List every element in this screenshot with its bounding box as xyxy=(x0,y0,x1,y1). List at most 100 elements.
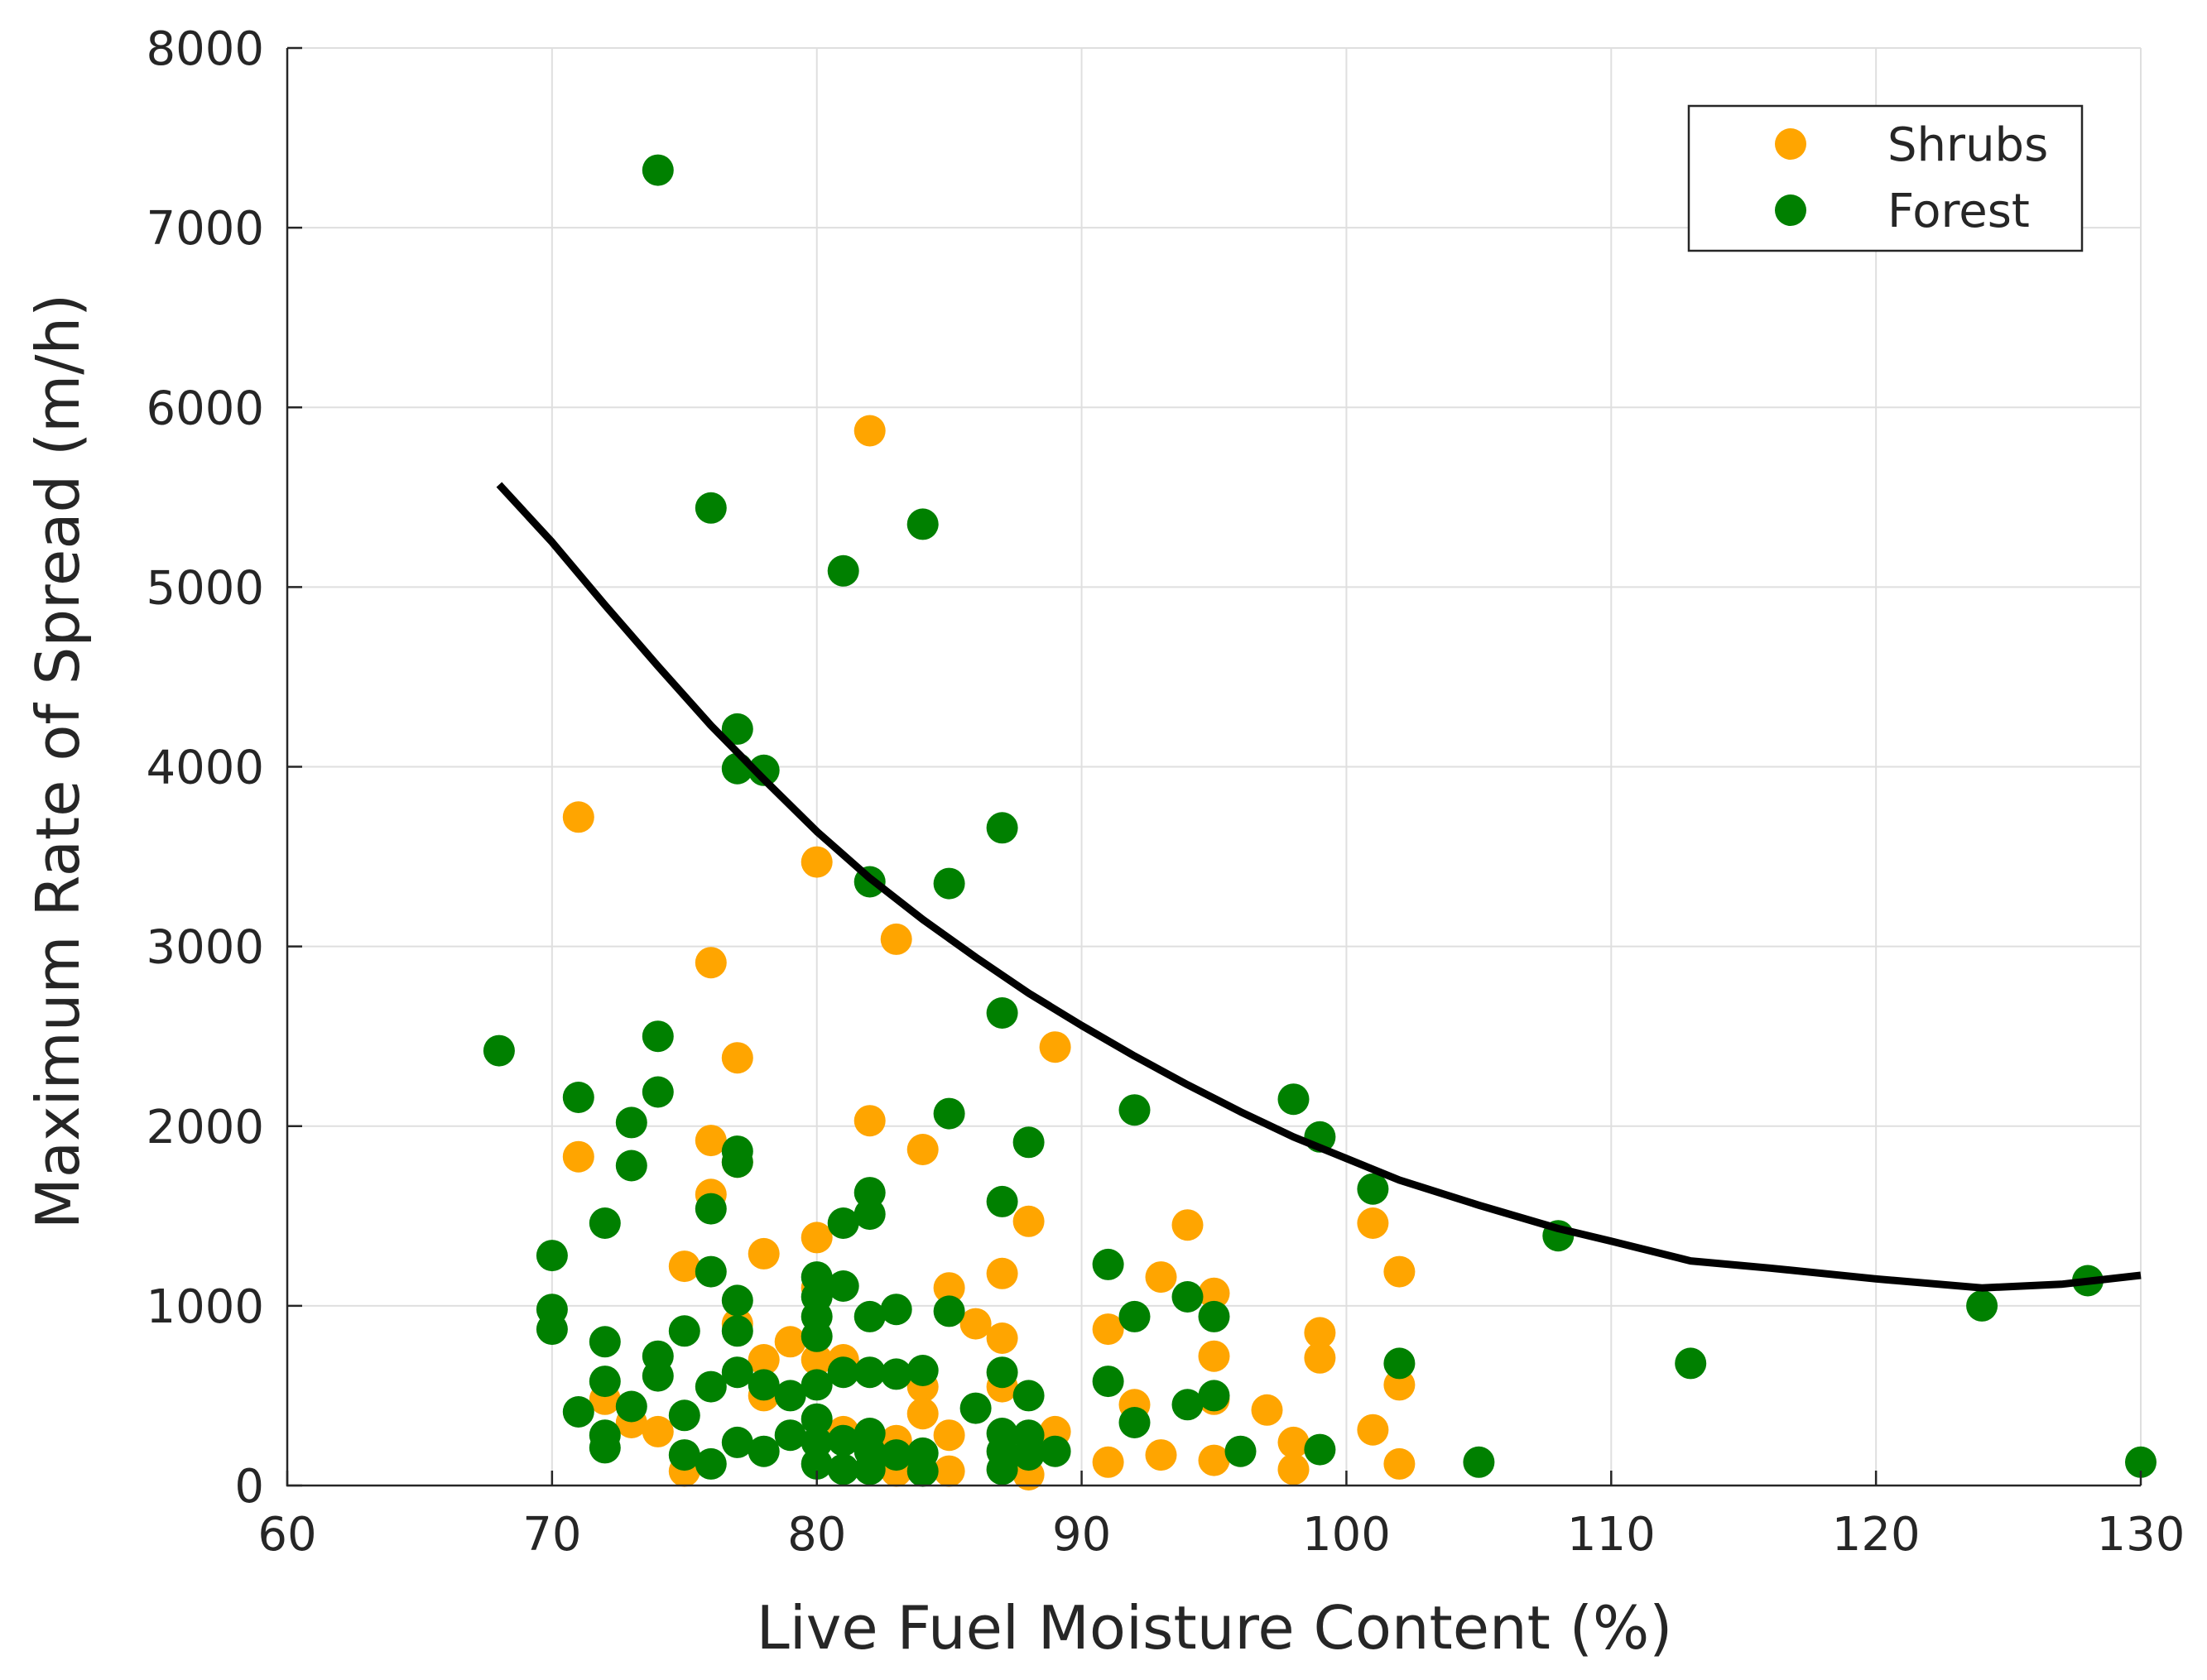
point-forest xyxy=(536,1240,568,1272)
point-forest xyxy=(642,1360,674,1392)
point-forest xyxy=(589,1366,621,1398)
point-shrubs xyxy=(1198,1277,1230,1309)
point-forest xyxy=(986,1356,1018,1389)
point-forest xyxy=(483,1034,515,1067)
point-shrubs xyxy=(668,1250,700,1283)
point-forest xyxy=(1383,1347,1416,1380)
point-forest xyxy=(1463,1446,1495,1478)
point-forest xyxy=(2125,1446,2157,1478)
legend-marker-shrubs xyxy=(1775,128,1806,160)
point-shrubs xyxy=(853,415,886,447)
tick-labels: 60 70 80 90 100 110 120 130 0 1000 2000 3000 4000 500… xyxy=(146,22,2185,1562)
point-forest xyxy=(695,1370,727,1403)
point-forest xyxy=(880,1294,912,1326)
point-shrubs xyxy=(642,1415,674,1447)
point-forest xyxy=(1304,1433,1336,1466)
point-shrubs xyxy=(1012,1205,1045,1237)
point-shrubs xyxy=(986,1322,1018,1354)
point-forest xyxy=(721,1146,753,1178)
point-forest xyxy=(853,1177,886,1209)
y-tick-label: 2000 xyxy=(146,1101,264,1154)
point-shrubs xyxy=(906,1398,939,1430)
point-forest xyxy=(721,1284,753,1317)
point-forest xyxy=(933,1097,965,1130)
point-forest xyxy=(562,1082,594,1113)
legend-label-forest: Forest xyxy=(1887,185,2030,238)
point-forest xyxy=(774,1419,806,1452)
point-shrubs xyxy=(1198,1340,1230,1372)
point-forest xyxy=(853,1198,886,1231)
point-forest xyxy=(615,1106,647,1139)
point-forest xyxy=(668,1399,700,1432)
point-forest xyxy=(933,1295,965,1327)
point-shrubs xyxy=(1145,1439,1177,1471)
point-forest xyxy=(1012,1439,1045,1471)
point-shrubs xyxy=(1304,1317,1336,1349)
x-tick-label: 110 xyxy=(1567,1508,1656,1562)
y-tick-label: 5000 xyxy=(146,561,264,615)
point-forest xyxy=(1224,1435,1257,1467)
point-forest xyxy=(642,154,674,186)
point-shrubs xyxy=(1092,1446,1124,1478)
point-forest xyxy=(853,1453,886,1486)
point-shrubs xyxy=(562,1140,594,1173)
point-forest xyxy=(562,1396,594,1428)
point-forest xyxy=(801,1447,833,1480)
point-forest xyxy=(827,1207,859,1239)
point-forest xyxy=(1171,1281,1204,1313)
x-tick-label: 120 xyxy=(1832,1508,1921,1562)
point-forest xyxy=(906,1355,939,1386)
legend: Shrubs Forest xyxy=(1687,104,2084,252)
point-forest xyxy=(801,1369,833,1401)
legend-marker-forest xyxy=(1775,194,1806,226)
point-shrubs xyxy=(801,1222,833,1254)
point-forest xyxy=(642,1076,674,1108)
point-forest xyxy=(1198,1380,1230,1412)
point-forest xyxy=(1357,1173,1389,1205)
y-tick-label: 3000 xyxy=(146,921,264,975)
legend-label-shrubs: Shrubs xyxy=(1887,118,2048,172)
point-forest xyxy=(1118,1094,1151,1126)
point-shrubs xyxy=(1383,1255,1416,1288)
point-forest xyxy=(986,1185,1018,1217)
point-forest xyxy=(721,1426,753,1458)
point-forest xyxy=(1277,1083,1310,1116)
point-forest xyxy=(615,1150,647,1182)
point-forest xyxy=(748,1369,780,1401)
point-shrubs xyxy=(1251,1394,1283,1426)
point-forest xyxy=(801,1320,833,1352)
point-forest xyxy=(827,1356,859,1389)
y-tick-label: 1000 xyxy=(146,1280,264,1334)
x-tick-label: 60 xyxy=(257,1508,316,1562)
point-forest xyxy=(695,1447,727,1480)
point-shrubs xyxy=(1145,1261,1177,1294)
point-forest xyxy=(1198,1300,1230,1332)
point-forest xyxy=(986,1453,1018,1486)
point-shrubs xyxy=(1304,1342,1336,1374)
x-tick-label: 80 xyxy=(787,1508,846,1562)
point-forest xyxy=(721,713,753,745)
y-axis-title: Maximum Rate of Spread (m/h) xyxy=(23,294,93,1230)
point-shrubs xyxy=(695,947,727,979)
point-shrubs xyxy=(801,846,833,878)
point-shrubs xyxy=(986,1257,1018,1289)
trend-line xyxy=(496,482,2142,1292)
point-shrubs xyxy=(748,1344,780,1375)
point-shrubs xyxy=(1171,1209,1204,1241)
series-forest xyxy=(483,154,2157,1487)
point-shrubs xyxy=(562,801,594,833)
x-axis-title: Live Fuel Moisture Content (%) xyxy=(757,1593,1673,1663)
point-forest xyxy=(748,1435,780,1467)
point-forest xyxy=(695,1193,727,1225)
point-forest xyxy=(880,1358,912,1390)
point-shrubs xyxy=(801,1344,833,1375)
point-forest xyxy=(801,1403,833,1435)
point-forest xyxy=(853,1356,886,1389)
point-forest xyxy=(721,1356,753,1389)
point-forest xyxy=(1118,1300,1151,1332)
point-shrubs xyxy=(933,1455,965,1487)
point-forest xyxy=(668,1315,700,1347)
point-shrubs xyxy=(1039,1031,1071,1063)
point-forest xyxy=(1012,1126,1045,1159)
